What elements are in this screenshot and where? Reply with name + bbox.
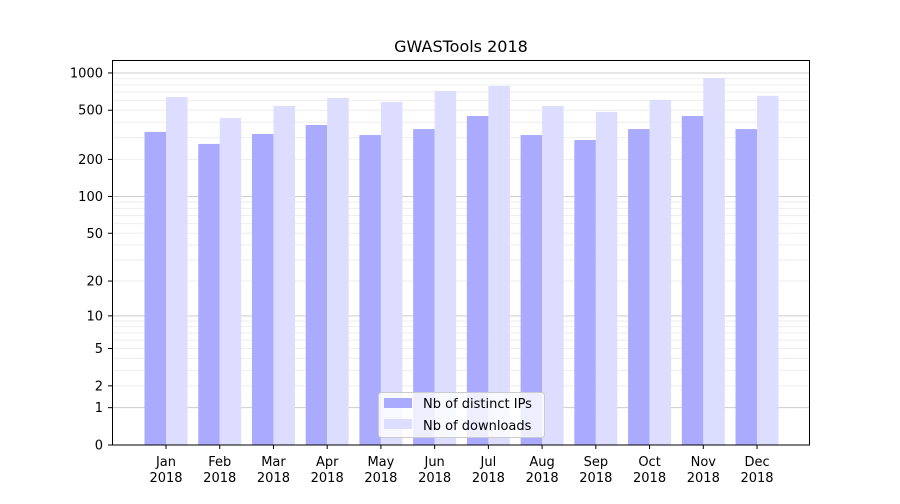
bar-downloads	[380, 101, 403, 445]
x-tick-label-year: 2018	[149, 471, 182, 486]
x-tick-label-year: 2018	[526, 471, 559, 486]
bar-downloads	[327, 97, 349, 446]
x-tick-label-month: May	[367, 455, 394, 470]
bar-downloads	[166, 97, 188, 445]
bar-distinct-ips	[574, 140, 596, 445]
bar-downloads	[542, 105, 564, 446]
bar-distinct-ips	[628, 129, 650, 446]
x-tick-label-month: Oct	[638, 455, 660, 470]
bar-distinct-ips	[681, 116, 704, 445]
bar-downloads	[595, 111, 618, 446]
x-tick-label-month: Dec	[744, 455, 769, 470]
x-tick-label-year: 2018	[418, 471, 451, 486]
bar-downloads	[488, 85, 510, 446]
y-tick-label: 50	[86, 227, 103, 242]
x-tick-label-month: Feb	[208, 455, 231, 470]
y-axis: 0 1 2 5 10 20 50 100 200 500 1000	[70, 66, 112, 454]
y-tick-label: 500	[78, 104, 103, 119]
x-tick-label-year: 2018	[740, 471, 773, 486]
bar-distinct-ips	[520, 135, 543, 445]
x-tick-label-month: Jun	[423, 455, 444, 470]
legend: Nb of distinct IPs Nb of downloads	[378, 392, 545, 438]
x-tick-label-month: Jan	[155, 455, 176, 470]
y-tick-label: 100	[78, 190, 103, 205]
bar-distinct-ips	[144, 131, 166, 445]
y-tick-label: 200	[78, 153, 103, 168]
y-tick-label: 1	[95, 401, 103, 416]
y-tick-label: 10	[86, 309, 103, 324]
bars	[144, 77, 779, 446]
x-tick-label-year: 2018	[633, 471, 666, 486]
chart-title: GWASTools 2018	[394, 37, 528, 56]
plot-frame	[112, 60, 810, 446]
y-tick-label: 5	[95, 342, 103, 357]
y-tick-label: 0	[95, 439, 103, 454]
bar-downloads	[703, 77, 725, 446]
legend-swatch-downloads	[384, 419, 412, 429]
bar-distinct-ips	[198, 143, 220, 445]
x-tick-label-month: Sep	[584, 455, 609, 470]
x-tick-label-year: 2018	[257, 471, 290, 486]
y-tick-label: 2	[95, 379, 103, 394]
bar-downloads	[273, 105, 295, 446]
x-tick-label-month: Apr	[316, 455, 339, 470]
bar-distinct-ips	[735, 129, 758, 446]
legend-swatch-ips	[384, 398, 412, 408]
x-axis: Jan2018Feb2018Mar2018Apr2018May2018Jun20…	[149, 445, 774, 486]
y-tick-label: 20	[86, 275, 103, 290]
legend-label-downloads: Nb of downloads	[423, 419, 532, 434]
x-tick-label-year: 2018	[579, 471, 612, 486]
x-tick-label-year: 2018	[364, 471, 397, 486]
bar-downloads	[649, 99, 672, 446]
x-tick-label-year: 2018	[203, 471, 236, 486]
bar-distinct-ips	[413, 129, 435, 446]
bar-downloads	[434, 90, 457, 445]
bar-distinct-ips	[466, 116, 489, 445]
x-tick-label-month: Nov	[691, 455, 717, 470]
x-tick-label-year: 2018	[311, 471, 344, 486]
bar-downloads	[219, 117, 242, 446]
x-tick-label-month: Jul	[480, 455, 497, 470]
bar-distinct-ips	[359, 135, 381, 445]
bar-distinct-ips	[305, 124, 328, 445]
legend-box	[378, 392, 545, 438]
x-tick-label-year: 2018	[687, 471, 720, 486]
y-tick-label: 1000	[70, 66, 103, 81]
x-tick-label-month: Aug	[529, 455, 554, 470]
bar-downloads	[757, 95, 779, 446]
x-tick-label-year: 2018	[472, 471, 505, 486]
x-tick-label-month: Mar	[261, 455, 286, 470]
legend-label-ips: Nb of distinct IPs	[423, 397, 532, 412]
bar-distinct-ips	[251, 134, 274, 445]
